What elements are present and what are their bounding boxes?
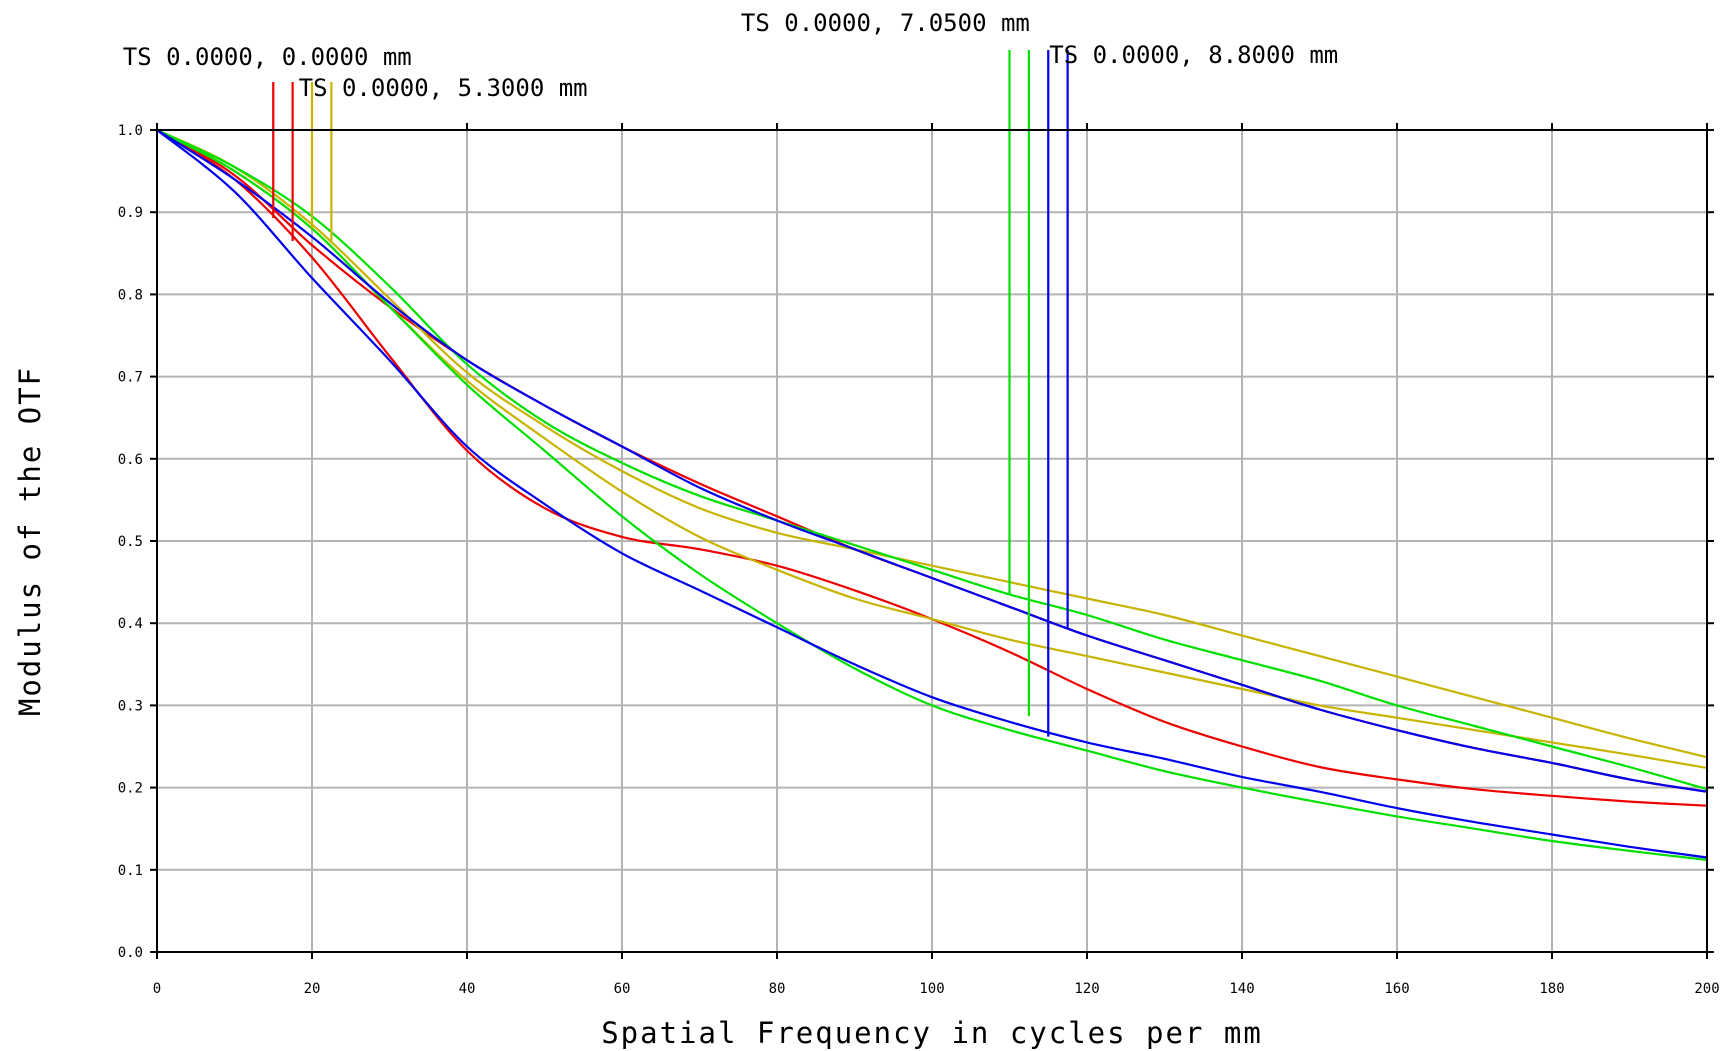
y-tick-label: 0.4 <box>118 616 143 632</box>
y-tick-label: 0.7 <box>118 370 143 386</box>
legend-label: TS 0.0000, 7.0500 mm <box>741 9 1030 37</box>
y-tick-label: 1.0 <box>118 123 143 139</box>
grid-lines <box>150 123 1714 959</box>
x-axis-title: Spatial Frequency in cycles per mm <box>601 1016 1263 1050</box>
x-tick-label: 80 <box>769 981 786 997</box>
x-tick-label: 160 <box>1384 981 1409 997</box>
x-tick-label: 120 <box>1074 981 1099 997</box>
x-tick-label: 20 <box>304 981 321 997</box>
x-tick-label: 60 <box>614 981 631 997</box>
y-tick-label: 0.5 <box>118 534 143 550</box>
plot-frame <box>156 129 1708 953</box>
y-tick-label: 0.9 <box>118 205 143 221</box>
y-tick-label: 0.8 <box>118 287 143 303</box>
x-tick-label: 200 <box>1694 981 1719 997</box>
y-tick-label: 0.1 <box>118 863 143 879</box>
y-tick-label: 0.3 <box>118 698 143 714</box>
mtf-curve <box>156 129 1708 791</box>
y-axis-title: Modulus of the OTF <box>13 366 47 716</box>
x-tick-label: 140 <box>1229 981 1254 997</box>
y-tick-label: 0.2 <box>118 781 143 797</box>
y-tick-label: 0.6 <box>118 452 143 468</box>
y-tick-labels: 0.0 0.1 0.2 0.3 0.4 0.5 0.6 0.7 0.8 0.9 1.0 <box>118 123 143 961</box>
legend: TS 0.0000, 0.0000 mm TS 0.0000, 5.3000 mm… <box>123 9 1338 102</box>
x-tick-label: 0 <box>153 981 161 997</box>
x-tick-label: 100 <box>919 981 944 997</box>
legend-label: TS 0.0000, 0.0000 mm <box>123 43 412 71</box>
mtf-curve <box>156 129 1708 861</box>
mtf-curve <box>156 129 1708 807</box>
x-tick-labels: 0 20 40 60 80 100 120 140 160 180 200 <box>153 981 1720 997</box>
x-tick-label: 180 <box>1539 981 1564 997</box>
legend-label: TS 0.0000, 5.3000 mm <box>299 74 588 102</box>
mtf-curves <box>156 129 1708 861</box>
legend-markers <box>272 50 1069 737</box>
mtf-curve <box>156 129 1708 859</box>
y-tick-label: 0.0 <box>118 945 143 961</box>
x-tick-label: 40 <box>459 981 476 997</box>
legend-label: TS 0.0000, 8.8000 mm <box>1049 41 1338 69</box>
mtf-curve <box>156 129 1708 793</box>
